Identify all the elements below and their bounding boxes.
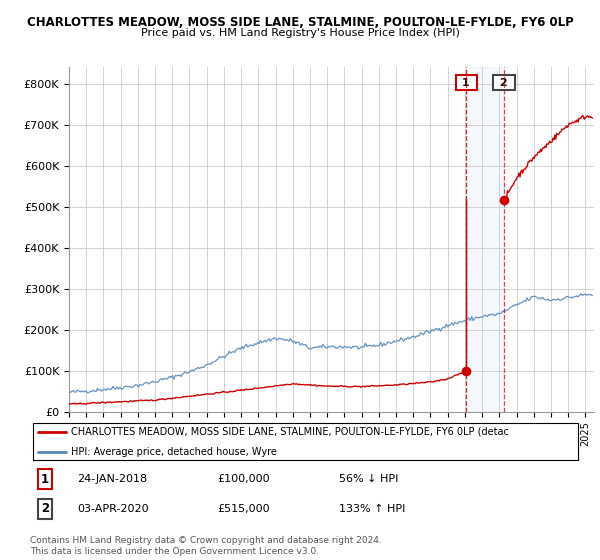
Text: Price paid vs. HM Land Registry's House Price Index (HPI): Price paid vs. HM Land Registry's House … <box>140 28 460 38</box>
Text: £100,000: £100,000 <box>218 474 271 484</box>
Bar <box>466 67 504 412</box>
Text: 24-JAN-2018: 24-JAN-2018 <box>77 474 147 484</box>
Text: 56% ↓ HPI: 56% ↓ HPI <box>339 474 398 484</box>
Text: 2: 2 <box>496 78 512 88</box>
Text: Contains HM Land Registry data © Crown copyright and database right 2024.
This d: Contains HM Land Registry data © Crown c… <box>30 536 382 556</box>
FancyBboxPatch shape <box>33 423 578 460</box>
Text: 2: 2 <box>41 502 49 515</box>
Text: CHARLOTTES MEADOW, MOSS SIDE LANE, STALMINE, POULTON-LE-FYLDE, FY6 0LP (detac: CHARLOTTES MEADOW, MOSS SIDE LANE, STALM… <box>71 427 509 437</box>
Text: HPI: Average price, detached house, Wyre: HPI: Average price, detached house, Wyre <box>71 447 277 457</box>
Text: 1: 1 <box>458 78 474 88</box>
Text: £515,000: £515,000 <box>218 504 271 514</box>
Text: 03-APR-2020: 03-APR-2020 <box>77 504 149 514</box>
Text: 1: 1 <box>41 473 49 486</box>
Text: 133% ↑ HPI: 133% ↑ HPI <box>339 504 406 514</box>
Text: CHARLOTTES MEADOW, MOSS SIDE LANE, STALMINE, POULTON-LE-FYLDE, FY6 0LP: CHARLOTTES MEADOW, MOSS SIDE LANE, STALM… <box>26 16 574 29</box>
